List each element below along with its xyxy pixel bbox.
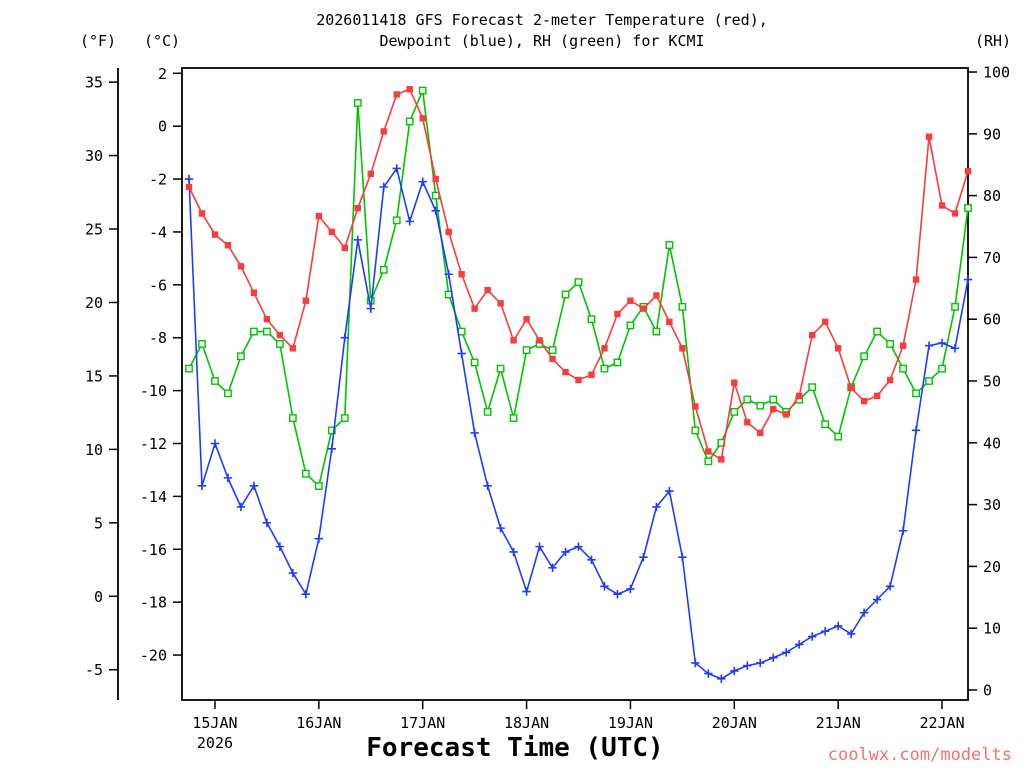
svg-text:90: 90 (983, 125, 1001, 143)
celsius-axis: 2 0 -2 -4 -6 -8 -10 -12 -14 -16 -18 -20 (140, 65, 182, 665)
svg-text:17JAN: 17JAN (400, 714, 445, 732)
x-axis-title: Forecast Time (UTC) (366, 733, 664, 763)
svg-text:20: 20 (85, 294, 103, 312)
svg-text:19JAN: 19JAN (608, 714, 653, 732)
svg-text:-20: -20 (140, 647, 167, 665)
svg-text:2: 2 (158, 65, 167, 83)
svg-text:0: 0 (94, 588, 103, 606)
fahrenheit-axis-unit-label: (°F) (79, 32, 117, 50)
svg-text:10: 10 (983, 620, 1001, 638)
watermark-link[interactable]: coolwx.com/modelts (827, 745, 1012, 765)
svg-text:35: 35 (85, 74, 103, 92)
svg-text:100: 100 (983, 64, 1010, 82)
celsius-axis-unit-label: (°C) (143, 32, 181, 50)
svg-text:18JAN: 18JAN (504, 714, 549, 732)
svg-text:-5: -5 (85, 661, 103, 679)
dewpoint-series (184, 164, 973, 684)
svg-text:60: 60 (983, 311, 1001, 329)
svg-text:21JAN: 21JAN (816, 714, 861, 732)
chart-title-line1: 2026011418 GFS Forecast 2-meter Temperat… (316, 11, 768, 29)
svg-text:20: 20 (983, 558, 1001, 576)
svg-text:-2: -2 (149, 171, 167, 189)
svg-text:-10: -10 (140, 382, 167, 400)
svg-text:2026: 2026 (197, 734, 233, 752)
svg-text:15JAN: 15JAN (192, 714, 237, 732)
svg-text:-8: -8 (149, 329, 167, 347)
svg-text:15: 15 (85, 367, 103, 385)
plot-frame (181, 67, 969, 701)
chart-title-line2: Dewpoint (blue), RH (green) for KCMI (379, 32, 705, 50)
temperature-series (185, 85, 972, 463)
svg-text:70: 70 (983, 249, 1001, 267)
svg-text:30: 30 (983, 496, 1001, 514)
svg-text:-18: -18 (140, 594, 167, 612)
svg-text:40: 40 (983, 434, 1001, 452)
svg-text:-12: -12 (140, 435, 167, 453)
svg-text:0: 0 (158, 118, 167, 136)
svg-text:25: 25 (85, 221, 103, 239)
svg-text:-16: -16 (140, 541, 167, 559)
rh-axis-unit-label: (RH) (974, 32, 1012, 50)
svg-text:-14: -14 (140, 488, 167, 506)
svg-text:30: 30 (85, 147, 103, 165)
svg-text:0: 0 (983, 681, 992, 699)
time-axis: 15JAN 2026 16JAN 17JAN 18JAN 19JAN 20JAN 21JAN 2… (192, 700, 965, 752)
svg-text:5: 5 (94, 514, 103, 532)
rh-series (185, 86, 972, 490)
svg-text:10: 10 (85, 441, 103, 459)
svg-text:20JAN: 20JAN (712, 714, 757, 732)
svg-text:22JAN: 22JAN (919, 714, 964, 732)
svg-text:80: 80 (983, 187, 1001, 205)
fahrenheit-axis: 35 30 25 20 15 10 5 0 -5 (85, 68, 119, 700)
svg-text:-6: -6 (149, 276, 167, 294)
svg-text:-4: -4 (149, 223, 167, 241)
svg-text:50: 50 (983, 373, 1001, 391)
svg-text:16JAN: 16JAN (296, 714, 341, 732)
